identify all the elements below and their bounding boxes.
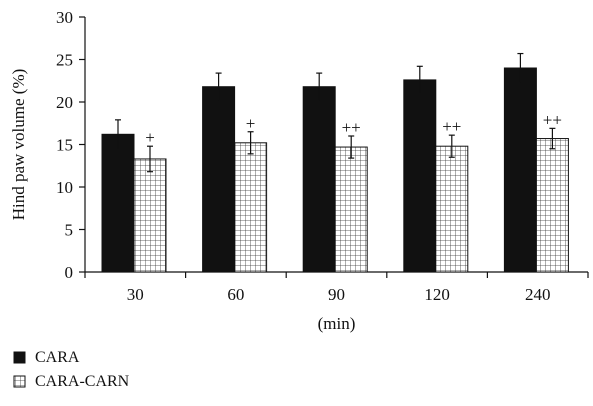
x-tick-label: 90 [328,285,345,304]
bar-cara-30 [101,133,135,273]
y-tick-label: 30 [56,8,73,27]
x-tick-label: 60 [227,285,244,304]
x-tick-label: 30 [127,285,144,304]
bar-cara-carn-90 [334,146,368,273]
significance-marker: + [246,114,256,133]
error-bars [115,52,556,173]
x-tick-label: 120 [424,285,450,304]
y-axis-ticks: 0 5 10 15 20 25 30 [56,8,85,282]
legend-swatch-cara [13,351,26,364]
bar-cara-90 [302,86,336,273]
x-axis-ticks: 30 60 90 120 240 [84,272,589,304]
x-axis-label: (min) [318,314,356,333]
legend-label-cara-carn: CARA-CARN [35,373,130,390]
bars [101,67,569,273]
significance-marker: ++ [543,110,562,129]
bar-cara-240 [503,67,537,273]
significance-marker: ++ [342,118,361,137]
significance-marker: ++ [442,117,461,136]
bar-cara-120 [403,79,437,273]
legend-label-cara: CARA [35,349,80,366]
significance-markers: ++ ++ ++ ++ [145,110,562,147]
y-tick-label: 0 [65,263,74,282]
x-tick-label: 240 [525,285,551,304]
y-axis-label: Hind paw volume (%) [9,69,28,221]
legend-swatch-cara-carn [13,375,26,388]
y-tick-label: 25 [56,51,73,70]
y-tick-label: 20 [56,93,73,112]
legend: CARA CARA-CARN [13,349,130,390]
y-tick-label: 10 [56,178,73,197]
bar-cara-carn-60 [234,142,268,273]
bar-cara-carn-30 [133,158,167,273]
y-tick-label: 15 [56,136,73,155]
bar-cara-carn-240 [535,138,569,273]
significance-marker: + [145,128,155,147]
bar-cara-60 [202,86,236,273]
y-tick-label: 5 [65,221,74,240]
bar-cara-carn-120 [435,145,469,273]
